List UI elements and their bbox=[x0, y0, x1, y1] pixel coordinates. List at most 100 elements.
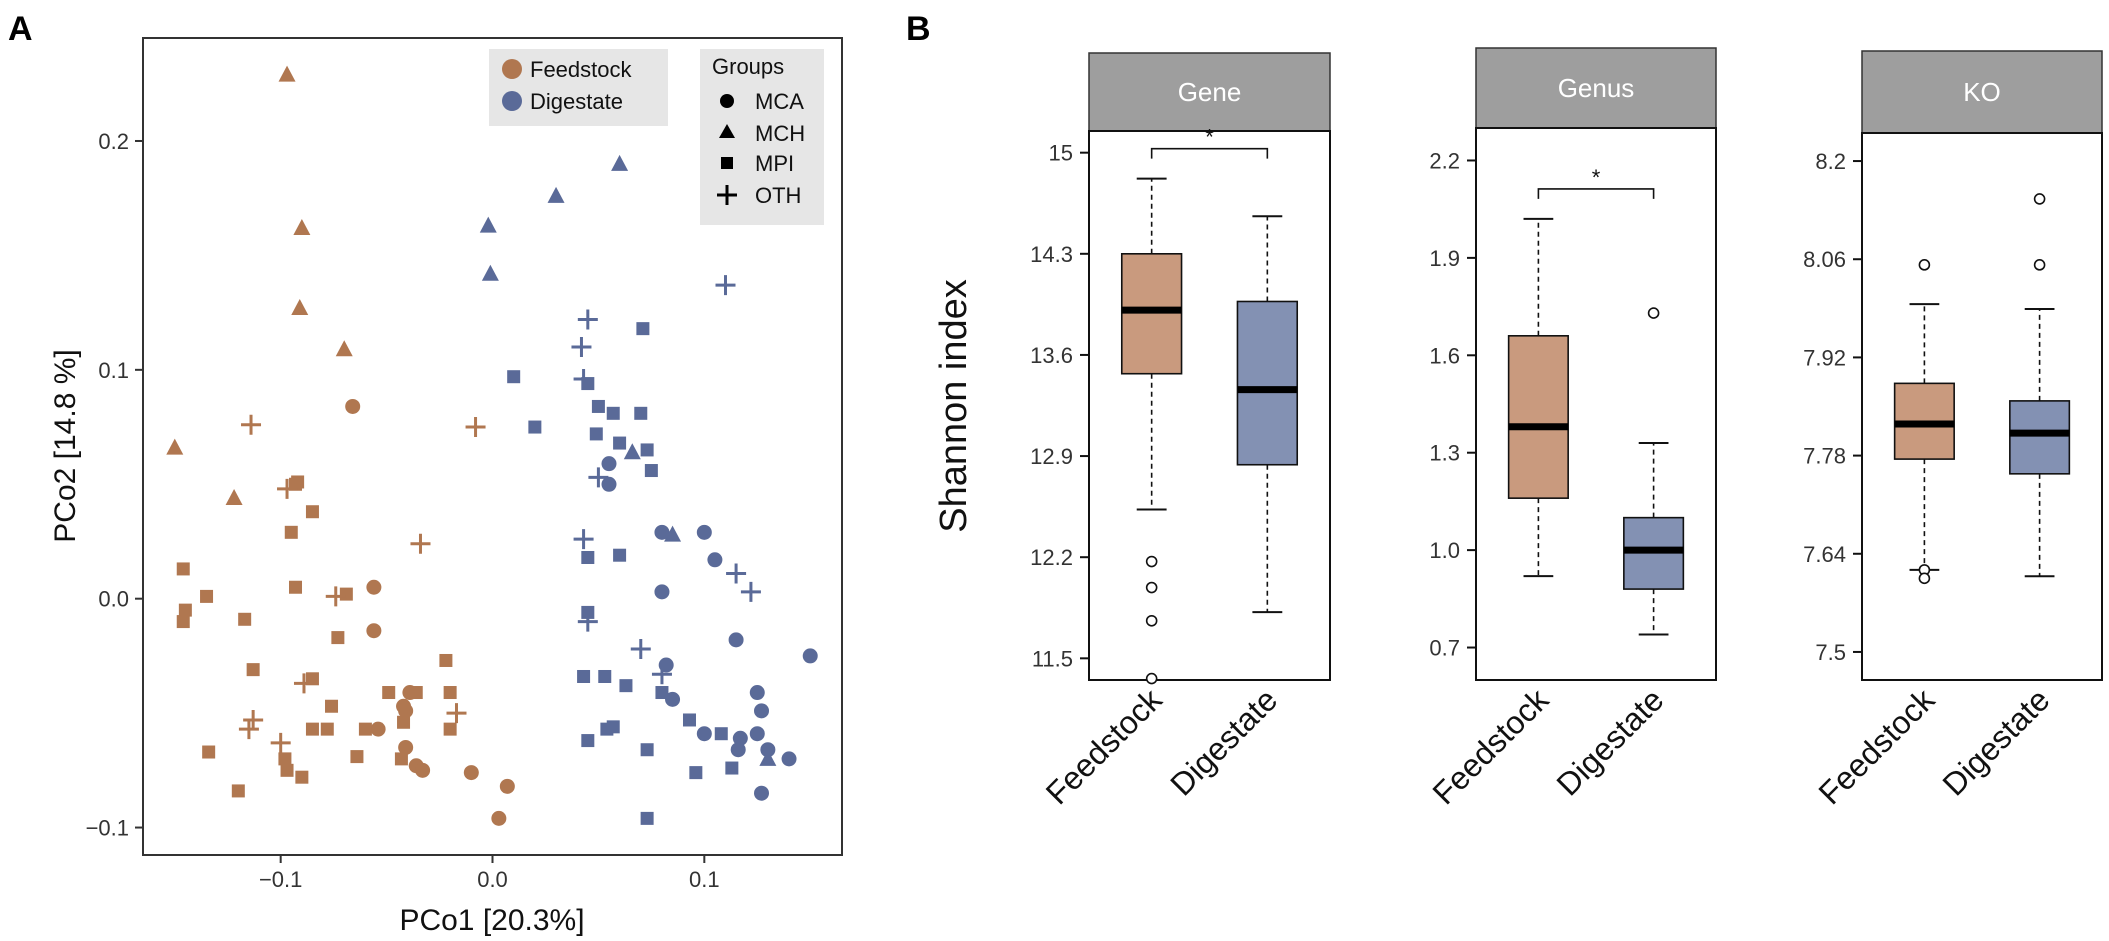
digestate-point-oth bbox=[571, 336, 592, 357]
feedstock-point-mca bbox=[345, 398, 361, 414]
feedstock-point-mpi bbox=[284, 525, 298, 539]
digestate-point-mpi bbox=[634, 406, 648, 420]
y-tick-label: 13.6 bbox=[1030, 343, 1073, 368]
feedstock-point-mch bbox=[166, 438, 184, 455]
legend-square-icon bbox=[721, 157, 733, 169]
feedstock-point-oth bbox=[243, 709, 264, 730]
y-tick-label: 0.0 bbox=[98, 587, 129, 612]
digestate-point-mca bbox=[696, 726, 712, 742]
y-tick-label: 8.2 bbox=[1815, 149, 1846, 174]
feedstock-point-oth bbox=[238, 719, 259, 740]
y-tick-label: 12.9 bbox=[1030, 444, 1073, 469]
digestate-point-mpi bbox=[606, 720, 620, 734]
digestate-point-mca bbox=[760, 742, 776, 758]
feedstock-point-mpi bbox=[443, 686, 457, 700]
x-tick-label: 0.1 bbox=[689, 867, 720, 892]
feedstock-outlier bbox=[1145, 614, 1158, 627]
feedstock-outlier bbox=[1918, 259, 1931, 271]
legend-digestate-swatch bbox=[502, 91, 522, 111]
facet-strip bbox=[1861, 50, 2103, 134]
feedstock-category-label: Feedstock bbox=[1426, 681, 1557, 812]
feedstock-outlier bbox=[1918, 572, 1931, 585]
feedstock-point-oth bbox=[325, 586, 346, 607]
digestate-point-mpi bbox=[598, 669, 612, 683]
digestate-point-mca bbox=[732, 730, 748, 746]
feedstock-point-mpi bbox=[178, 603, 192, 617]
significance-label: * bbox=[1205, 125, 1214, 150]
digestate-point-mpi bbox=[581, 734, 595, 748]
feedstock-point-oth bbox=[410, 533, 431, 554]
feedstock-point-mca bbox=[491, 810, 507, 826]
y-tick-label: 1.9 bbox=[1429, 246, 1460, 271]
y-tick-label: 1.6 bbox=[1429, 343, 1460, 368]
feedstock-point-mpi bbox=[394, 752, 408, 766]
feedstock-point-mpi bbox=[295, 770, 309, 784]
digestate-point-mpi bbox=[528, 420, 542, 434]
feedstock-box bbox=[1507, 335, 1569, 499]
feedstock-point-mpi bbox=[176, 615, 190, 629]
digestate-outlier bbox=[2033, 259, 2046, 271]
digestate-point-mch bbox=[664, 525, 682, 542]
y-tick-label: 8.06 bbox=[1803, 247, 1846, 272]
digestate-outlier bbox=[1647, 307, 1660, 319]
feedstock-point-oth bbox=[293, 673, 314, 694]
shape-legend-title: Groups bbox=[712, 54, 784, 79]
digestate-point-mca bbox=[754, 785, 770, 801]
feedstock-point-mpi bbox=[350, 750, 364, 764]
digestate-point-mca bbox=[728, 632, 744, 648]
y-axis-title: PCo2 [14.8 %] bbox=[49, 349, 82, 542]
y-tick-label: 1.0 bbox=[1429, 538, 1460, 563]
digestate-point-mca bbox=[696, 524, 712, 540]
feedstock-point-mpi bbox=[397, 715, 411, 729]
feedstock-box bbox=[1120, 253, 1183, 375]
feedstock-category-label: Feedstock bbox=[1039, 681, 1170, 812]
digestate-point-mca bbox=[802, 648, 818, 664]
y-tick-label: 7.64 bbox=[1803, 542, 1846, 567]
scatter-points bbox=[166, 65, 818, 826]
digestate-point-mpi bbox=[577, 669, 591, 683]
digestate-point-mpi bbox=[640, 443, 654, 457]
feedstock-point-mpi bbox=[439, 653, 453, 667]
y-tick-label: 11.5 bbox=[1032, 646, 1073, 671]
digestate-point-mpi bbox=[606, 406, 620, 420]
y-tick-label: 12.2 bbox=[1030, 545, 1073, 570]
feedstock-point-mch bbox=[293, 218, 311, 235]
digestate-point-mca bbox=[754, 703, 770, 719]
y-tick-label: 7.78 bbox=[1803, 444, 1846, 469]
y-tick-label: 1.3 bbox=[1429, 441, 1460, 466]
legend-feedstock-label: Feedstock bbox=[530, 57, 632, 82]
digestate-point-oth bbox=[651, 664, 672, 685]
digestate-point-oth bbox=[577, 309, 598, 330]
y-tick-label: 14.3 bbox=[1030, 242, 1073, 267]
feedstock-point-mpi bbox=[443, 722, 457, 736]
feedstock-point-oth bbox=[446, 703, 467, 724]
digestate-point-mpi bbox=[725, 761, 739, 775]
digestate-point-mch bbox=[547, 186, 565, 203]
digestate-point-mca bbox=[730, 742, 746, 758]
y-tick-label: 2.2 bbox=[1429, 148, 1460, 173]
feedstock-point-mch bbox=[225, 488, 243, 505]
feedstock-category-label: Feedstock bbox=[1812, 681, 1943, 812]
facet-ko: KO 7.5 7.64 7.78 7.92 8.06 8.2 FeedstockDigesta… bbox=[1803, 50, 2103, 812]
color-legend: Feedstock Digestate bbox=[489, 49, 668, 126]
digestate-point-oth bbox=[588, 467, 609, 488]
feedstock-outlier bbox=[1145, 581, 1158, 594]
feedstock-point-mca bbox=[396, 698, 412, 714]
significance-label: * bbox=[1592, 165, 1601, 190]
x-tick-label: 0.0 bbox=[477, 867, 508, 892]
digestate-point-mpi bbox=[581, 550, 595, 564]
digestate-point-mpi bbox=[714, 727, 728, 741]
feedstock-point-mpi bbox=[320, 722, 334, 736]
feedstock-outlier bbox=[1145, 672, 1158, 685]
legend-mpi-label: MPI bbox=[755, 151, 794, 176]
facet-strip-label: KO bbox=[1963, 77, 2001, 107]
feedstock-point-mch bbox=[291, 299, 309, 316]
legend-mca-label: MCA bbox=[755, 89, 804, 114]
digestate-point-mpi bbox=[507, 370, 521, 384]
legend-feedstock-swatch bbox=[502, 59, 522, 79]
digestate-point-mca bbox=[707, 552, 723, 568]
digestate-category-label: Digestate bbox=[1550, 681, 1671, 802]
y-tick-label: 7.92 bbox=[1803, 345, 1846, 370]
feedstock-point-mca bbox=[398, 739, 414, 755]
feedstock-point-mpi bbox=[325, 699, 339, 713]
